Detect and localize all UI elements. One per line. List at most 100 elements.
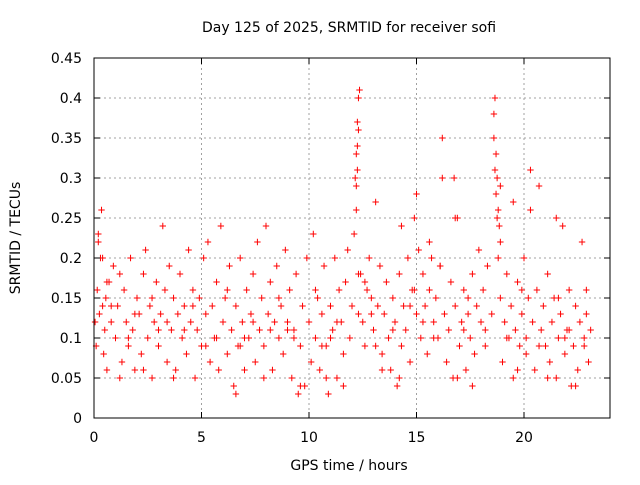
data-point xyxy=(585,358,592,366)
data-point xyxy=(342,278,349,286)
data-point xyxy=(366,254,373,262)
data-point xyxy=(490,110,498,118)
x-tick-label: 20 xyxy=(515,430,533,446)
data-point xyxy=(183,350,190,358)
data-point xyxy=(548,318,556,326)
data-point xyxy=(583,286,590,294)
data-point xyxy=(574,366,581,374)
data-point xyxy=(189,302,197,310)
data-point xyxy=(230,382,237,390)
data-point xyxy=(578,238,586,246)
data-point xyxy=(312,334,319,342)
data-point xyxy=(316,366,323,374)
data-point xyxy=(430,318,437,326)
data-point xyxy=(565,326,573,334)
data-point xyxy=(284,318,291,326)
data-point xyxy=(447,278,455,286)
data-point xyxy=(522,334,530,342)
x-tick-label: 5 xyxy=(197,430,206,446)
data-point xyxy=(544,270,551,278)
data-point xyxy=(493,174,501,182)
data-point xyxy=(151,318,158,326)
data-point xyxy=(320,262,328,270)
data-point xyxy=(94,286,101,294)
x-axis-label: GPS time / hours xyxy=(290,458,407,474)
data-point xyxy=(305,318,313,326)
data-point xyxy=(404,254,412,262)
data-point xyxy=(181,302,188,310)
data-point xyxy=(157,310,164,318)
data-point xyxy=(340,382,347,390)
data-point xyxy=(581,334,588,342)
data-point xyxy=(178,334,186,342)
data-point xyxy=(576,318,584,326)
data-point xyxy=(353,206,360,214)
data-point xyxy=(535,182,543,190)
data-point xyxy=(514,366,521,374)
data-point xyxy=(540,302,547,310)
data-point xyxy=(570,342,577,350)
x-tick-label: 0 xyxy=(90,430,99,446)
data-point xyxy=(148,374,156,382)
data-point xyxy=(488,310,495,318)
data-point xyxy=(213,278,220,286)
data-point xyxy=(499,358,506,366)
data-point xyxy=(312,286,319,294)
data-point xyxy=(495,254,502,262)
data-point xyxy=(352,174,359,182)
data-point xyxy=(497,182,504,190)
data-point xyxy=(383,278,390,286)
data-point xyxy=(376,262,384,270)
data-point xyxy=(510,374,517,382)
data-point xyxy=(391,318,399,326)
data-point xyxy=(213,334,220,342)
data-point xyxy=(393,382,401,390)
data-point xyxy=(372,342,379,350)
data-point xyxy=(587,326,594,334)
data-point xyxy=(527,166,534,174)
data-point xyxy=(96,310,103,318)
data-point xyxy=(194,326,201,334)
data-point xyxy=(553,214,560,222)
data-point xyxy=(226,262,233,270)
data-point xyxy=(503,334,510,342)
data-point xyxy=(495,206,502,214)
data-point xyxy=(239,318,246,326)
data-point xyxy=(350,230,358,238)
x-tick-label: 10 xyxy=(300,430,318,446)
data-point xyxy=(314,294,321,302)
data-point xyxy=(110,262,117,270)
data-point xyxy=(527,206,534,214)
data-point xyxy=(247,310,255,318)
data-point xyxy=(215,366,222,374)
data-point xyxy=(426,286,433,294)
data-point xyxy=(221,294,229,302)
data-point xyxy=(224,350,231,358)
data-point xyxy=(286,286,293,294)
data-point xyxy=(469,382,476,390)
data-point xyxy=(490,134,498,142)
data-point xyxy=(209,302,216,310)
data-point xyxy=(331,254,338,262)
data-point xyxy=(202,310,209,318)
data-point xyxy=(355,126,362,134)
data-point xyxy=(142,246,149,254)
data-point xyxy=(525,294,532,302)
data-point xyxy=(460,286,467,294)
y-tick-label: 0.05 xyxy=(51,371,82,387)
data-point xyxy=(95,230,102,238)
data-point xyxy=(102,294,110,302)
data-point xyxy=(400,302,407,310)
data-point xyxy=(103,278,111,286)
x-tick-label: 15 xyxy=(408,430,426,446)
data-point xyxy=(411,214,418,222)
data-point xyxy=(146,302,154,310)
data-point xyxy=(354,118,361,126)
data-point xyxy=(196,294,203,302)
y-tick-label: 0.4 xyxy=(60,91,82,107)
y-tick-label: 0.25 xyxy=(51,211,82,227)
data-point xyxy=(254,238,261,246)
y-tick-label: 0.15 xyxy=(51,291,82,307)
